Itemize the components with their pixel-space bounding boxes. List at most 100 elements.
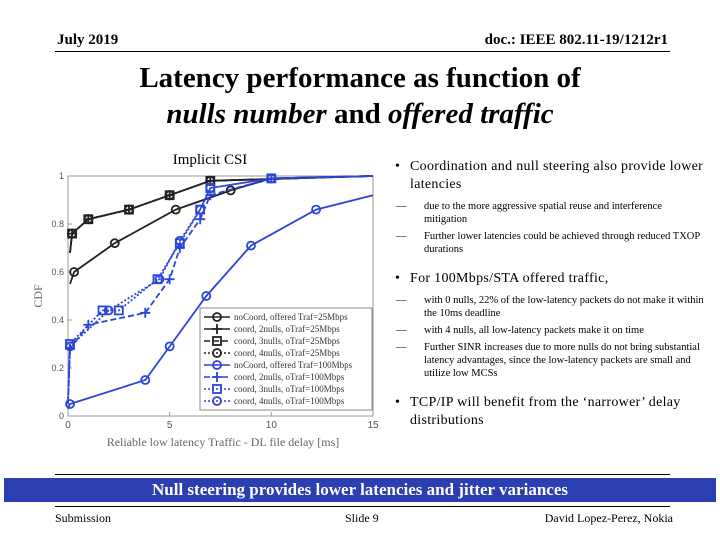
series-line	[69, 175, 374, 253]
series-line	[67, 194, 374, 410]
series-point	[195, 214, 206, 225]
legend-label: coord, 4nulls, oTraf=100Mbps	[234, 396, 345, 406]
y-tick-label: 1	[59, 171, 64, 181]
bullet-gap	[393, 384, 705, 394]
footer-author: David Lopez-Perez, Nokia	[544, 511, 673, 525]
legend-marker	[212, 372, 222, 382]
series-line	[67, 175, 374, 405]
series-point	[97, 305, 108, 316]
slide-title: Latency performance as function of nulls…	[0, 60, 720, 132]
series-point	[140, 375, 151, 385]
y-tick-label: 0.4	[51, 315, 64, 325]
series-point	[174, 235, 185, 246]
sub-bullet-item: — Further SINR increases due to more null…	[393, 341, 705, 380]
series-point	[67, 228, 77, 239]
bullet-text: For 100Mbps/STA offered traffic,	[410, 271, 609, 286]
sub-bullet-item: — with 0 nulls, 22% of the low-latency pa…	[393, 294, 705, 320]
y-tick-label: 0.6	[51, 267, 64, 277]
series-point	[83, 214, 94, 225]
series-point	[140, 307, 151, 318]
footer-slide-number: Slide 9	[345, 511, 379, 525]
series-line	[69, 175, 374, 253]
legend-label: coord, 3nulls, oTraf=100Mbps	[234, 384, 345, 394]
series-point	[164, 341, 175, 352]
plot-frame	[67, 175, 374, 417]
bullet-text: Further SINR increases due to more nulls…	[424, 342, 700, 379]
cdf-chart: Implicit CSI 0 5 10 15 0 0.2 0.4 0.6 0.8 1 noCoord…	[31, 152, 379, 449]
series-point	[103, 305, 114, 316]
footer-submission: Submission	[55, 511, 112, 525]
y-tick-label: 0.2	[51, 363, 64, 373]
bullet-text: TCP/IP will benefit from the ‘narrower’ …	[410, 395, 681, 428]
series-point	[225, 185, 236, 196]
legend-label: coord, 3nulls, oTraf=25Mbps	[234, 336, 340, 346]
series-line	[69, 175, 374, 253]
dash-marker: —	[396, 201, 407, 212]
series-point	[170, 204, 181, 215]
series-point	[65, 341, 75, 352]
legend-label: noCoord, offered Traf=25Mbps	[234, 312, 348, 322]
bullet-text: Further lower latencies could be achieve…	[424, 231, 700, 255]
title-offered-traffic: offered traffic	[388, 98, 554, 130]
series-point	[65, 399, 75, 409]
sub-bullet-item: — Further lower latencies could be achiev…	[393, 230, 705, 256]
sub-bullet-item: — due to the more aggressive spatial reus…	[393, 200, 705, 226]
legend-marker	[212, 336, 222, 346]
legend-marker	[212, 324, 222, 334]
legend-marker	[212, 360, 222, 370]
series-point	[154, 274, 165, 285]
legend-label: noCoord, offered Traf=100Mbps	[234, 360, 353, 370]
series-point	[113, 305, 124, 316]
legend-marker	[212, 348, 222, 358]
x-tick-label: 0	[65, 420, 71, 431]
series-point	[205, 183, 216, 193]
header-date: July 2019	[57, 32, 119, 48]
series-point	[311, 204, 321, 215]
bullet-gap	[393, 260, 705, 270]
series-point	[109, 238, 120, 249]
y-tick-label: 0	[59, 411, 64, 421]
x-tick-label: 5	[167, 420, 173, 431]
conclusion-banner: Null steering provides lower latencies a…	[4, 478, 716, 502]
bullet-text: Coordination and null steering also prov…	[410, 159, 704, 192]
footer-rule-top	[55, 474, 670, 475]
title-line-2: nulls number and offered traffic	[0, 96, 720, 132]
bullet-item: For 100Mbps/STA offered traffic,	[393, 270, 705, 288]
legend-label: coord, 2nulls, oTraf=100Mbps	[234, 372, 345, 382]
series-point	[69, 267, 79, 277]
header-doc-id: doc.: IEEE 802.11-19/1212r1	[484, 32, 668, 48]
bullet-text: due to the more aggressive spatial reuse…	[424, 201, 662, 225]
legend-marker	[212, 384, 222, 394]
series-point	[164, 274, 175, 285]
y-axis-label: CDF	[31, 284, 45, 308]
x-axis-label: Reliable low latency Traffic - DL file d…	[107, 435, 340, 449]
bullet-item: Coordination and null steering also prov…	[393, 158, 705, 194]
series-point	[246, 240, 256, 251]
bullet-text: with 4 nulls, all low-latency packets ma…	[424, 325, 644, 336]
series-point	[164, 190, 175, 201]
header-rule	[55, 51, 670, 52]
y-tick-label: 0.8	[51, 219, 64, 229]
legend-label: coord, 2nulls, oTraf=25Mbps	[234, 324, 340, 334]
title-nulls-number: nulls number	[166, 98, 327, 130]
x-tick-label: 15	[367, 420, 379, 431]
series-point	[195, 204, 206, 215]
dash-marker: —	[396, 295, 407, 306]
legend-label: coord, 4nulls, oTraf=25Mbps	[234, 348, 340, 358]
chart-title: Implicit CSI	[173, 152, 248, 168]
bullet-item: TCP/IP will benefit from the ‘narrower’ …	[393, 394, 705, 430]
bullet-text: with 0 nulls, 22% of the low-latency pac…	[424, 295, 704, 319]
legend-box	[199, 307, 373, 411]
series-point	[266, 173, 277, 184]
legend-marker	[212, 396, 222, 406]
title-line-1: Latency performance as function of	[139, 62, 581, 94]
dash-marker: —	[396, 325, 407, 336]
legend-marker	[212, 312, 222, 322]
dash-marker: —	[396, 342, 407, 353]
title-and: and	[326, 98, 388, 130]
series-line	[67, 175, 374, 400]
footer-rule	[55, 506, 670, 507]
series-point	[124, 204, 134, 215]
plot-area: 0 5 10 15 0 0.2 0.4 0.6 0.8 1 noCoord, offered Tra…	[51, 171, 379, 431]
series-line	[67, 175, 374, 402]
